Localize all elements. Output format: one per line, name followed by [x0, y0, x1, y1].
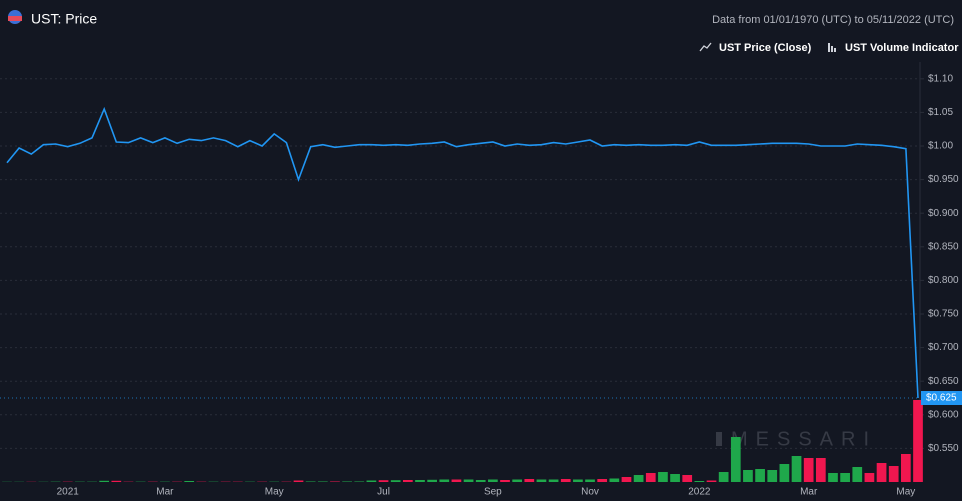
- volume-bar: [779, 464, 790, 482]
- volume-bar: [706, 480, 717, 482]
- grid: [0, 78, 920, 449]
- volume-bar: [451, 479, 462, 482]
- volume-bar: [342, 481, 352, 482]
- x-tick-label: May: [265, 487, 284, 498]
- volume-bar: [670, 474, 680, 482]
- price-badge-label: $0.625: [926, 393, 957, 404]
- y-tick-label: $0.750: [928, 309, 959, 320]
- y-tick-label: $1.10: [928, 73, 953, 84]
- price-badge: [921, 391, 962, 405]
- volume-bar: [852, 467, 863, 482]
- volume-bar: [864, 473, 875, 482]
- volume-bar: [317, 481, 328, 482]
- volume-bar: [439, 479, 450, 482]
- volume-bar: [366, 480, 377, 482]
- price-line: [6, 106, 919, 399]
- volume-bar: [475, 480, 486, 482]
- volume-bar: [743, 470, 753, 482]
- y-tick-label: $0.850: [928, 241, 959, 252]
- volume-bar: [840, 473, 850, 482]
- volume-bar: [658, 472, 668, 482]
- volume-bar: [184, 481, 195, 482]
- y-tick-label: $0.800: [928, 275, 959, 286]
- volume-bar: [427, 479, 437, 482]
- legend-item[interactable]: UST Volume Indicator: [828, 42, 959, 54]
- volume-bar: [718, 472, 729, 482]
- volume-bar: [791, 456, 802, 482]
- x-tick-label: Mar: [800, 487, 818, 498]
- legend-item[interactable]: UST Price (Close): [699, 42, 812, 54]
- legend-label: UST Price (Close): [719, 42, 812, 54]
- watermark-text: MESSARI: [731, 428, 877, 450]
- volume-bar: [633, 475, 644, 482]
- x-tick-label: 2022: [688, 487, 711, 498]
- volume-bar: [560, 479, 571, 482]
- x-tick-label: Nov: [581, 487, 599, 498]
- subtitle: Data from 01/01/1970 (UTC) to 05/11/2022…: [712, 14, 954, 26]
- volume-bar: [524, 479, 535, 482]
- asset-icon: [8, 10, 22, 24]
- volume-bar: [913, 400, 923, 482]
- x-tick-label: Mar: [156, 487, 174, 498]
- volume-bar: [354, 481, 365, 482]
- volume-bar: [621, 477, 632, 482]
- volume-bar: [888, 466, 899, 482]
- volume-bar: [815, 458, 826, 482]
- y-tick-label: $0.700: [928, 342, 959, 353]
- volume-bar: [573, 479, 583, 482]
- y-tick-label: $0.600: [928, 409, 959, 420]
- volume-bar: [402, 480, 413, 482]
- volume-bar: [390, 480, 401, 482]
- watermark: MESSARI: [716, 428, 877, 450]
- chart-title: UST: Price: [31, 11, 97, 27]
- volume-bar: [597, 479, 608, 482]
- volume-bar: [694, 481, 705, 482]
- y-tick-label: $0.950: [928, 174, 959, 185]
- volume-bar: [609, 478, 620, 482]
- volume-bar: [378, 480, 389, 482]
- volume-bar: [293, 480, 304, 482]
- volume-bar: [99, 480, 110, 482]
- volume-bar: [645, 473, 656, 482]
- volume-bar: [500, 480, 510, 482]
- legend-icon: [699, 42, 712, 52]
- y-tick-label: $0.550: [928, 443, 959, 454]
- legend-icon: [828, 43, 836, 52]
- volume-bar: [536, 479, 547, 482]
- volume-bar: [803, 458, 814, 482]
- volume-bar: [488, 479, 498, 482]
- x-tick-label: Sep: [484, 487, 502, 498]
- y-tick-label: $1.05: [928, 107, 953, 118]
- volume-bar: [900, 454, 911, 482]
- volume-bar: [330, 481, 340, 482]
- volume-bar: [876, 463, 887, 482]
- volume-bar: [828, 473, 838, 482]
- volume-bar: [682, 475, 693, 482]
- volume-bar: [463, 479, 474, 482]
- volume-bar: [512, 479, 523, 482]
- volume-bar: [548, 479, 559, 482]
- y-tick-label: $1.00: [928, 141, 953, 152]
- y-tick-label: $0.650: [928, 376, 959, 387]
- legend-label: UST Volume Indicator: [845, 42, 959, 54]
- volume-bar: [585, 479, 595, 482]
- x-tick-label: May: [896, 487, 915, 498]
- volume-bar: [111, 480, 122, 482]
- volume-bar: [305, 481, 316, 482]
- volume-bar: [730, 437, 741, 482]
- x-tick-label: Jul: [377, 487, 390, 498]
- volume-bar: [415, 480, 425, 482]
- volume-bar: [755, 469, 765, 482]
- volume-bar: [767, 470, 778, 482]
- x-tick-label: 2021: [57, 487, 80, 498]
- y-tick-label: $0.900: [928, 208, 959, 219]
